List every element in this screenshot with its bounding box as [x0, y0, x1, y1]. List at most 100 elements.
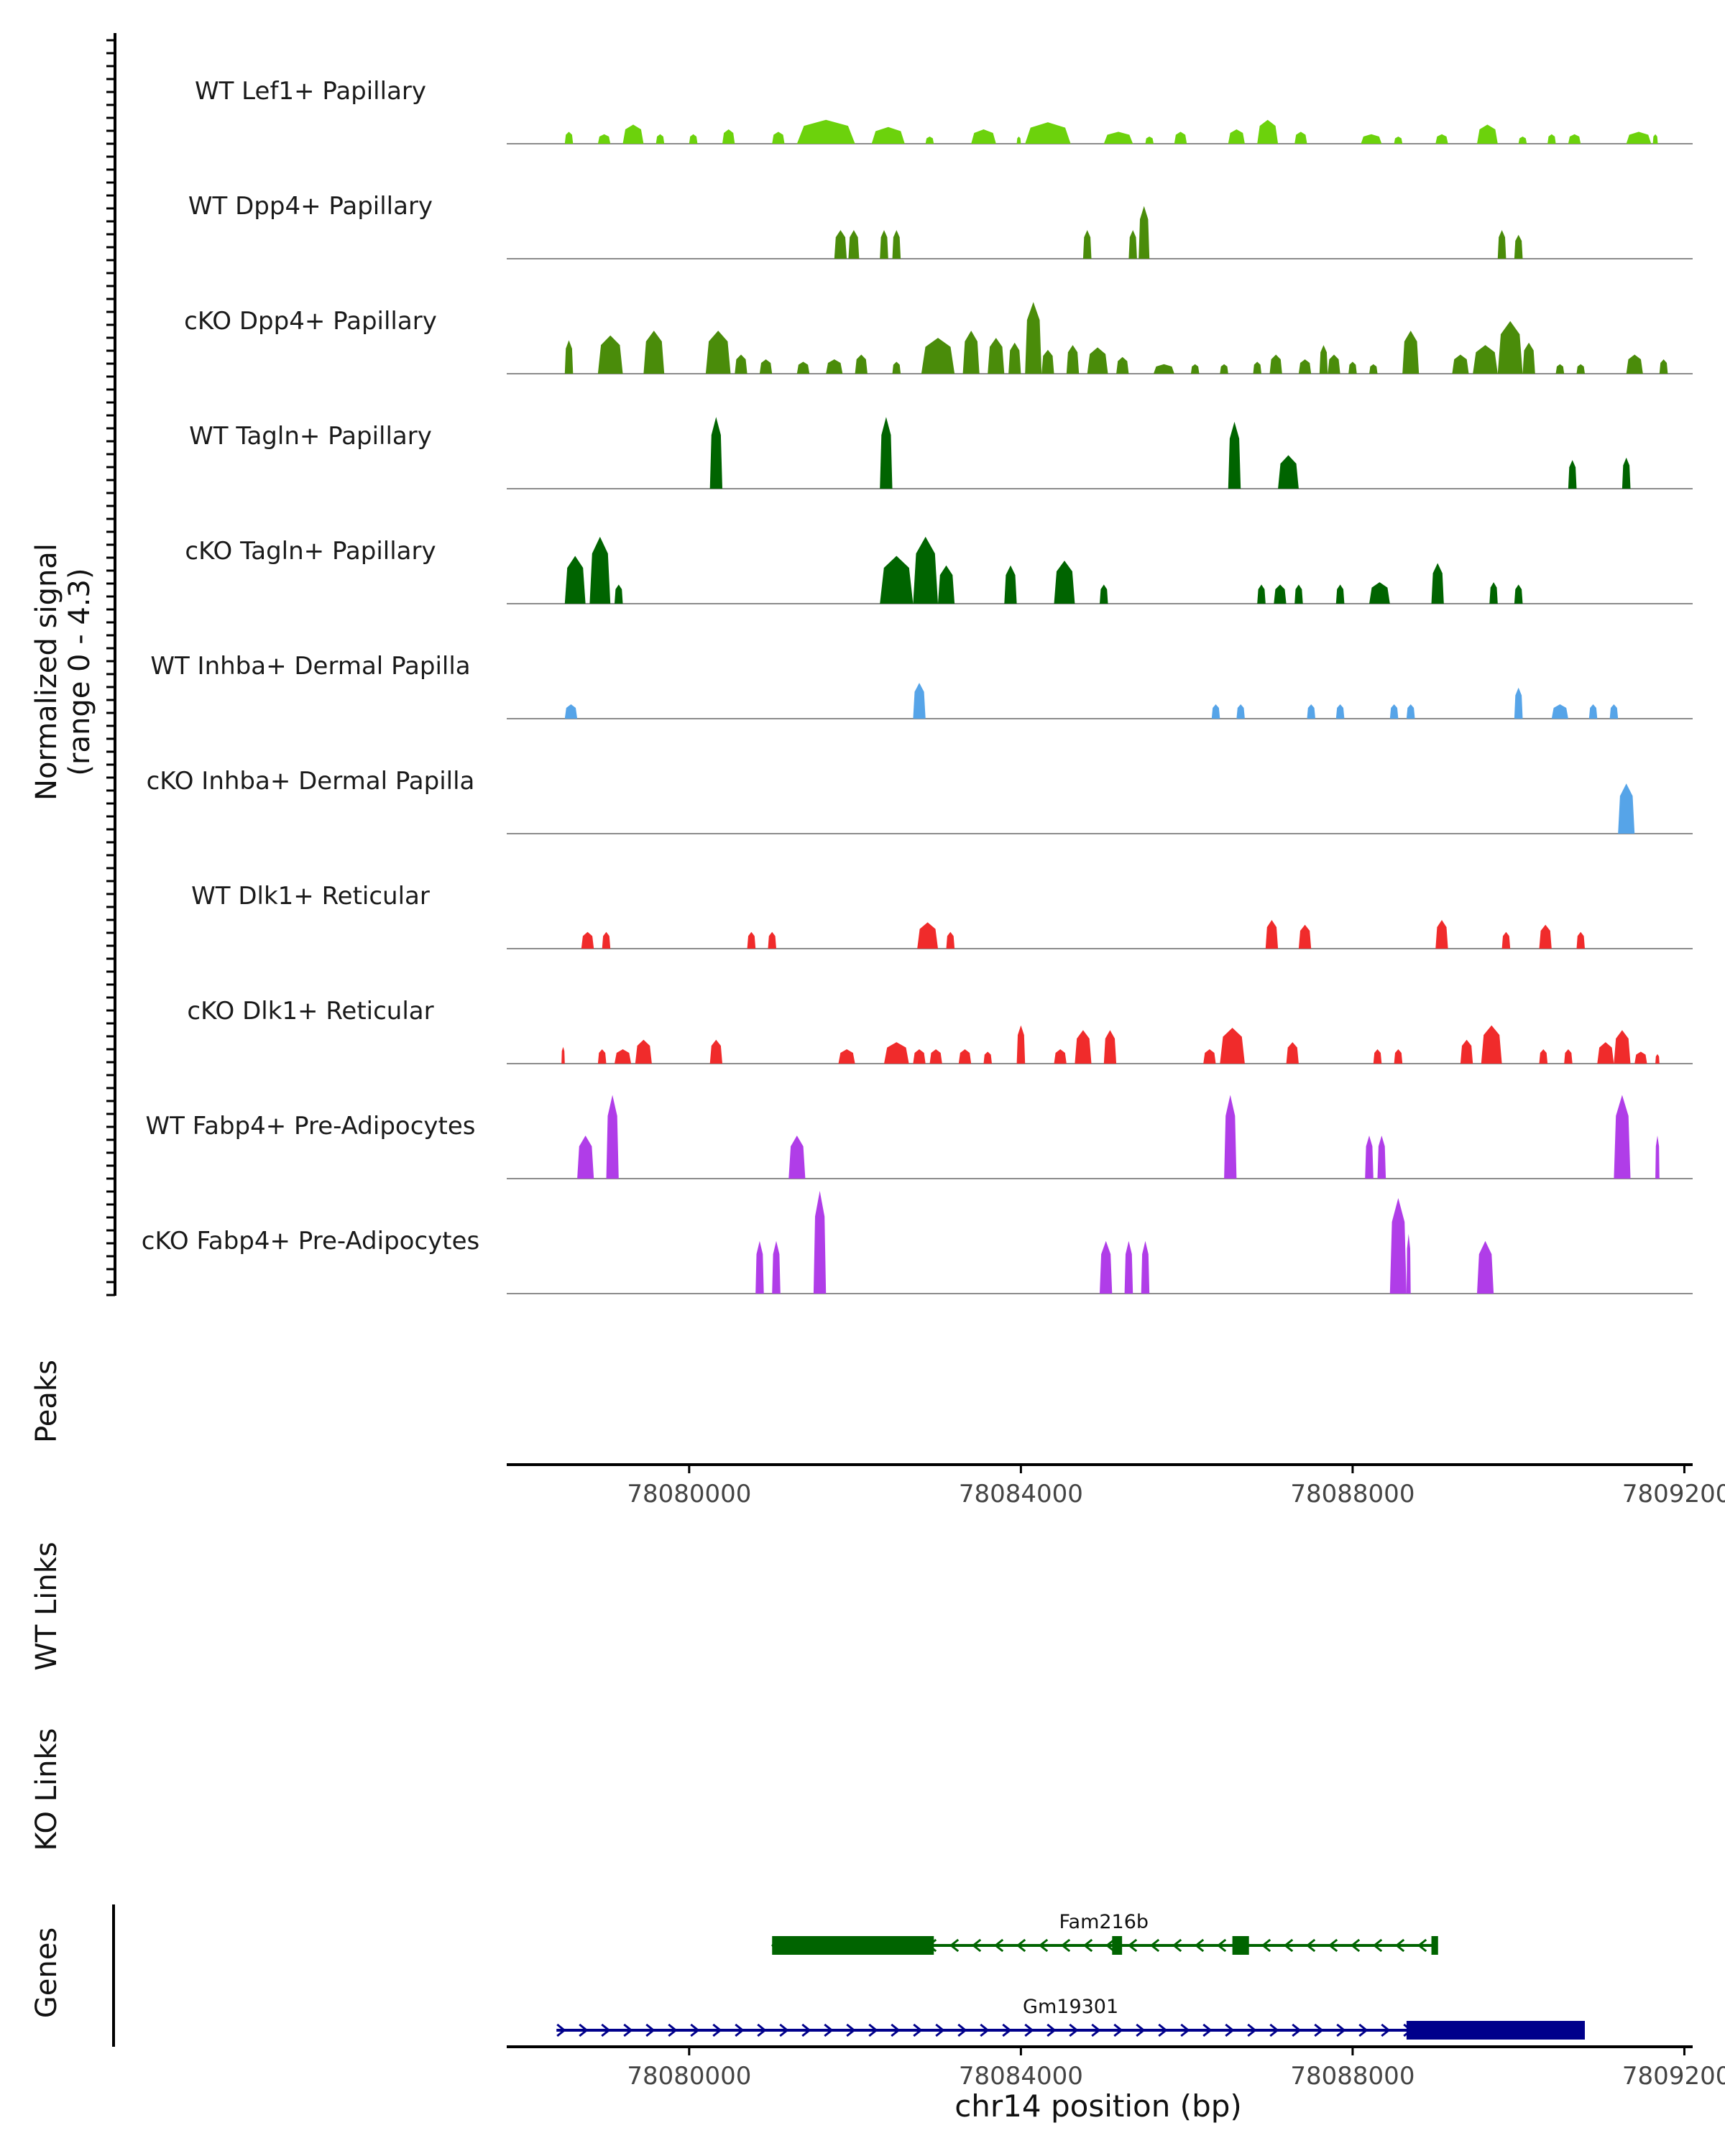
- signal-peak: [1008, 342, 1021, 374]
- gene-exon: [1406, 2021, 1585, 2040]
- strand-arrow: [556, 2023, 566, 2037]
- strand-arrow: [1113, 2023, 1123, 2037]
- signal-peak: [1655, 1054, 1660, 1064]
- signal-peak: [929, 1049, 942, 1064]
- signal-peak: [838, 1049, 855, 1064]
- signal-peak: [1609, 704, 1619, 719]
- gene-Gm19301: Gm19301: [556, 1996, 1585, 2040]
- signal-peak: [689, 134, 698, 144]
- signal-peak: [577, 1135, 594, 1179]
- signal-peak: [722, 129, 735, 144]
- strand-arrow: [735, 2023, 745, 2037]
- signal-peak: [1298, 359, 1312, 374]
- signal-peak: [1141, 1240, 1150, 1294]
- signal-peak: [597, 134, 611, 144]
- signal-peak: [1489, 582, 1498, 604]
- signal-peak: [1389, 704, 1399, 719]
- signal-peak: [971, 129, 996, 144]
- signal-peak: [1597, 1042, 1614, 1064]
- signal-peak: [705, 331, 731, 374]
- strand-arrow: [1247, 2023, 1257, 2037]
- signal-peak: [1124, 1240, 1133, 1294]
- signal-peak: [1082, 230, 1092, 259]
- signal-peak: [1551, 704, 1568, 719]
- signal-peak: [602, 931, 611, 949]
- strand-arrow: [1136, 2023, 1146, 2037]
- strand-arrow: [757, 2023, 767, 2037]
- y-axis-title-line1: Normalized signal: [30, 543, 63, 801]
- gene-exon: [1232, 1936, 1249, 1955]
- genes-x-tick-label: 78088000: [1290, 2062, 1414, 2091]
- signal-peak: [1394, 1049, 1403, 1064]
- strand-arrow: [712, 2023, 722, 2037]
- signal-peak: [1501, 931, 1511, 949]
- signal-axis: [106, 33, 116, 1296]
- signal-peak: [826, 359, 843, 374]
- signal-peak: [788, 1135, 806, 1179]
- signal-peak: [1514, 584, 1523, 604]
- track-3: cKO Dpp4+ Papillary: [184, 302, 1693, 374]
- signal-peak: [643, 331, 665, 374]
- strand-arrow: [1328, 1938, 1338, 1953]
- signal-peak: [1394, 137, 1403, 144]
- signal-peak: [635, 1039, 652, 1064]
- signal-peak: [759, 359, 773, 374]
- signal-peak: [921, 338, 955, 374]
- signal-peak: [925, 137, 934, 144]
- strand-arrow: [690, 2023, 700, 2037]
- strand-arrow: [891, 2023, 901, 2037]
- track-label: cKO Dpp4+ Papillary: [184, 307, 437, 336]
- signal-peak: [1564, 1049, 1573, 1064]
- strand-arrow: [645, 2023, 656, 2037]
- strand-arrow: [1381, 2023, 1391, 2037]
- gene-exon: [1112, 1936, 1123, 1955]
- signal-peak: [1190, 364, 1200, 374]
- strand-arrow: [1091, 2023, 1101, 2037]
- signal-peak: [880, 417, 893, 489]
- signal-peak: [1145, 137, 1154, 144]
- genes-x-axis-ticks: 78080000 78084000 78088000 78092000: [627, 2047, 1725, 2091]
- signal-peak: [1269, 354, 1282, 374]
- genes-x-tick-label: 78080000: [627, 2062, 751, 2091]
- signal-peak: [1452, 354, 1469, 374]
- signal-peak: [1236, 704, 1245, 719]
- signal-peak: [1481, 1025, 1502, 1064]
- signal-peak: [1568, 460, 1577, 489]
- signal-peak: [1460, 1039, 1473, 1064]
- strand-arrow: [1417, 1938, 1427, 1953]
- signal-peak: [1497, 230, 1506, 259]
- signal-peak: [1547, 134, 1556, 144]
- signal-peak: [1622, 457, 1631, 489]
- signal-peak: [1514, 687, 1523, 719]
- signal-peak: [1522, 342, 1535, 374]
- signal-peak: [755, 1240, 764, 1294]
- signal-peak: [1025, 122, 1071, 144]
- signal-peak: [709, 417, 722, 489]
- strand-arrow: [1038, 1938, 1049, 1953]
- strand-arrow: [1002, 2023, 1012, 2037]
- signal-peak: [1335, 584, 1345, 604]
- signal-peak: [1588, 704, 1598, 719]
- track-2: WT Dpp4+ Papillary: [188, 192, 1693, 259]
- track-label: cKO Dlk1+ Reticular: [187, 997, 433, 1026]
- strand-arrow: [1350, 1938, 1361, 1953]
- track-1: WT Lef1+ Papillary: [195, 77, 1693, 144]
- signal-peak: [1614, 1095, 1631, 1179]
- signal-peak: [1066, 345, 1080, 374]
- signal-peak: [1328, 354, 1340, 374]
- signal-peak: [917, 922, 938, 949]
- track-7: cKO Inhba+ Dermal Papilla: [147, 767, 1693, 834]
- signal-peak: [1103, 132, 1133, 144]
- signal-peak: [1128, 230, 1137, 259]
- strand-arrow: [1269, 2023, 1279, 2037]
- signal-peak: [983, 1051, 992, 1064]
- strand-arrow: [1225, 2023, 1235, 2037]
- signal-peak: [962, 331, 980, 374]
- strand-arrow: [1305, 1938, 1316, 1953]
- strand-arrow: [1292, 2023, 1302, 2037]
- signal-peak: [1016, 137, 1021, 144]
- signal-peak: [1431, 563, 1444, 604]
- strand-arrow: [1060, 1938, 1071, 1953]
- gene-annotations: Fam216b Gm19301: [556, 1911, 1585, 2040]
